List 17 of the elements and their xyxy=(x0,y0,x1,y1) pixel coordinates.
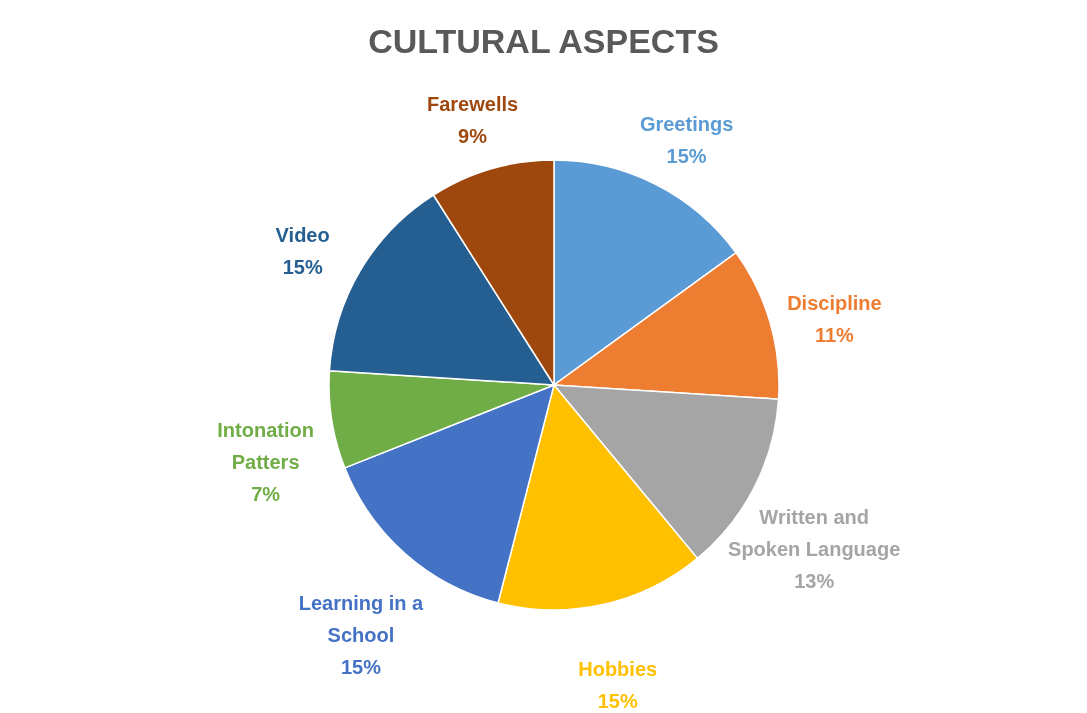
data-label: 15% xyxy=(597,689,638,712)
data-label: 15% xyxy=(340,656,382,679)
slice-label: Hobbies xyxy=(578,657,658,680)
data-label: 7% xyxy=(251,482,281,505)
data-label: 15% xyxy=(666,144,707,167)
slice-label: Written and Spoken Language xyxy=(728,505,901,560)
data-label: 9% xyxy=(458,124,488,147)
slice-label: Learning in a School xyxy=(298,592,424,647)
slice-label: Video xyxy=(275,224,330,247)
data-label: 15% xyxy=(282,256,323,279)
data-label: 13% xyxy=(794,569,835,592)
slice-label: Intonation Patters xyxy=(217,418,314,473)
slice-label: Farewells xyxy=(426,92,519,115)
slice-label: Discipline xyxy=(787,291,882,314)
slice-label: Greetings xyxy=(639,112,734,135)
data-label: 11% xyxy=(814,323,855,346)
chart-title: CULTURAL ASPECTS xyxy=(368,22,719,60)
